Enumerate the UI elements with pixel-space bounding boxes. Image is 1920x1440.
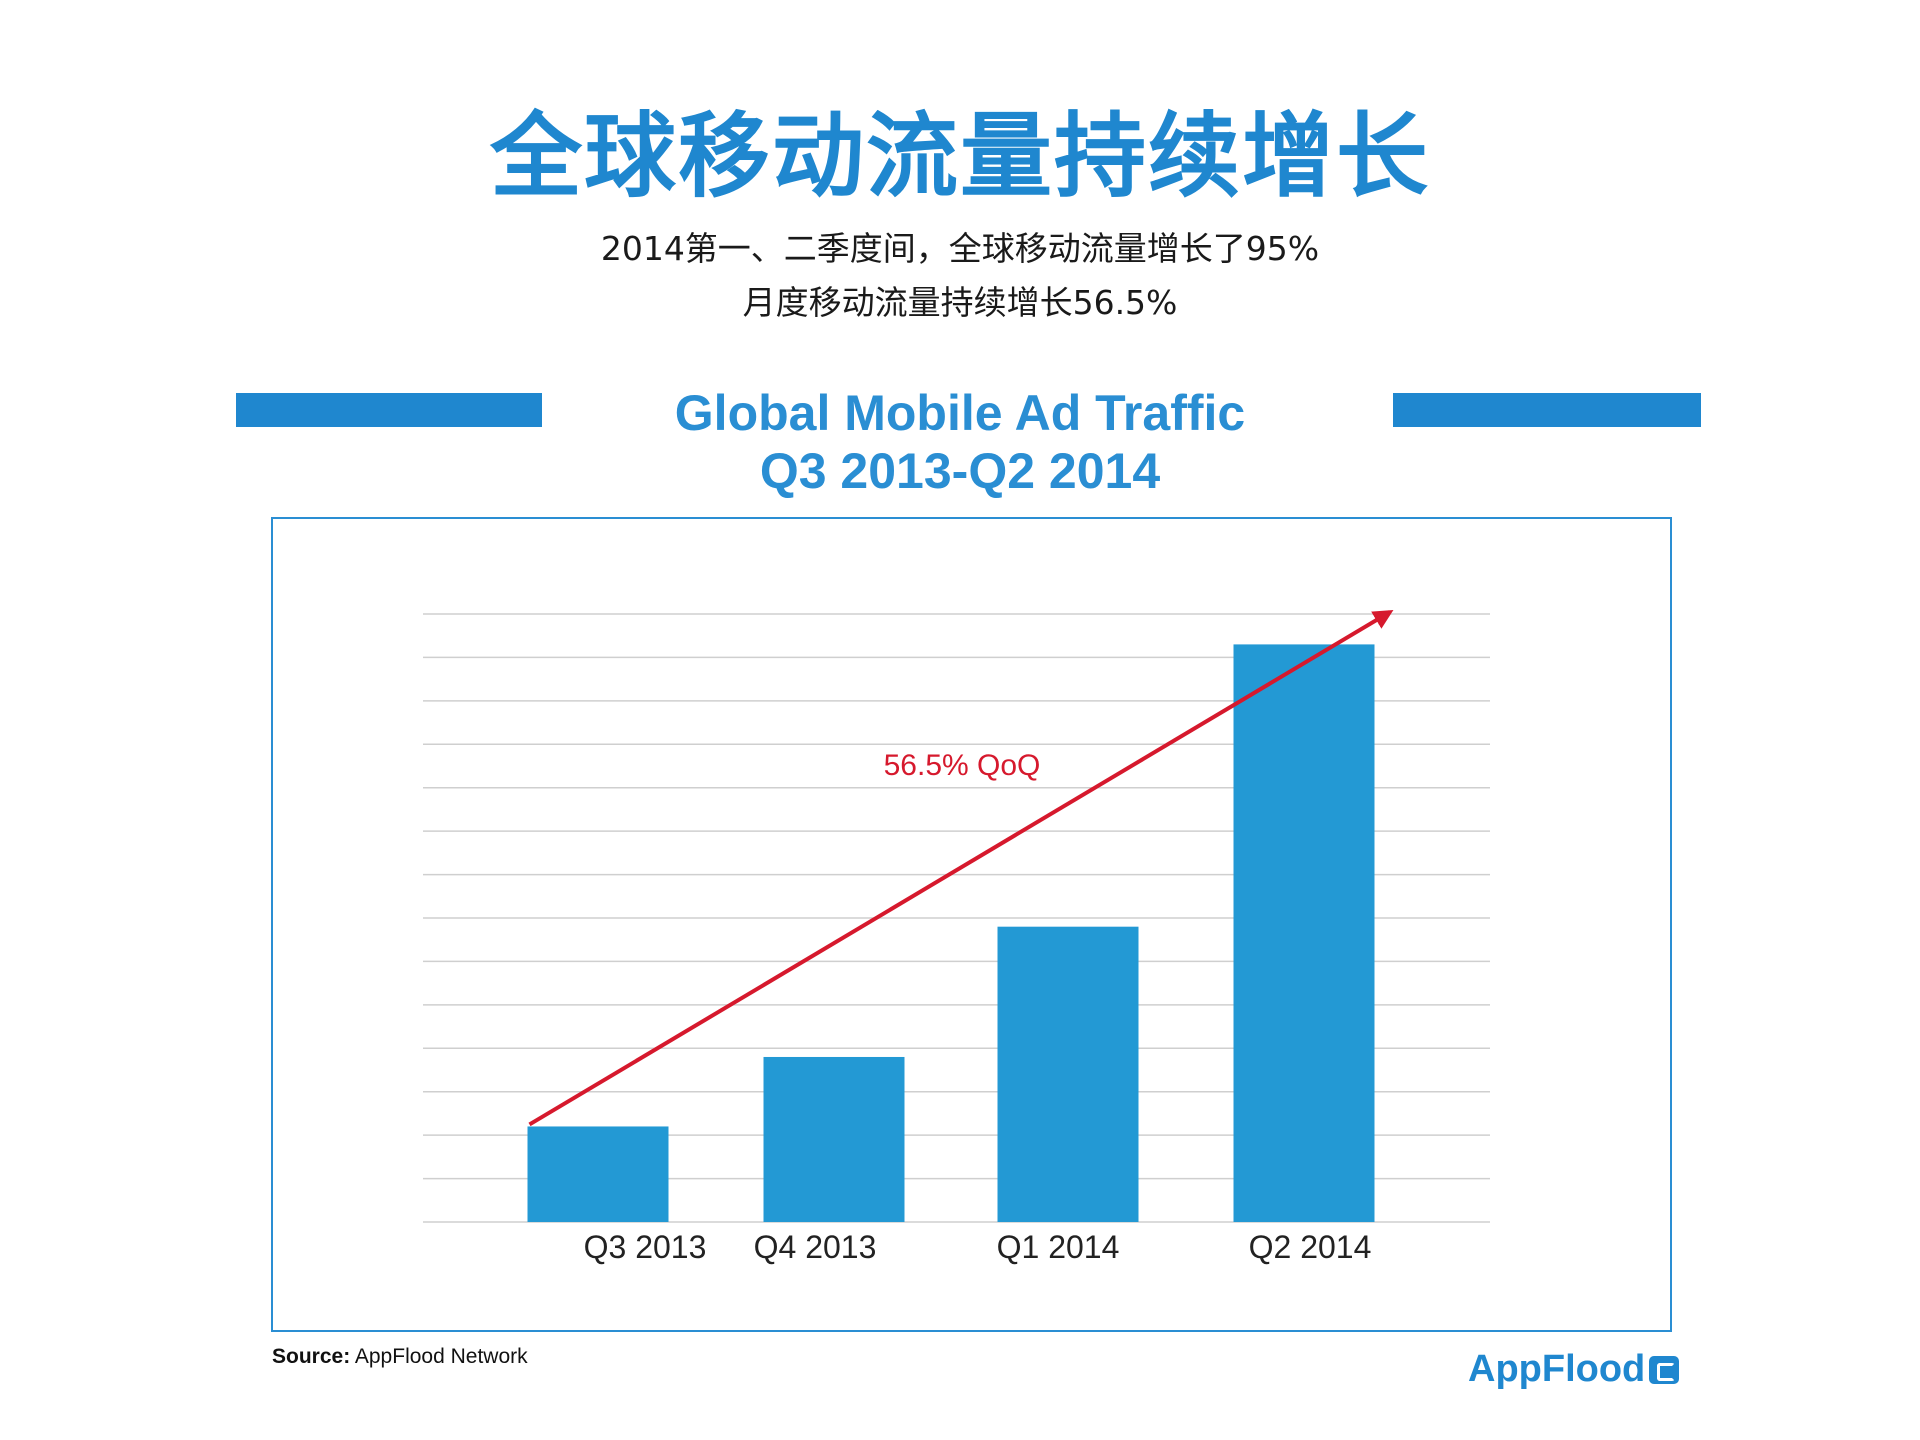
- source-text: AppFlood Network: [354, 1345, 528, 1368]
- source-note: Source: AppFlood Network: [272, 1345, 528, 1369]
- trend-arrow: [528, 609, 1394, 1127]
- x-tick-label: Q3 2013: [584, 1229, 707, 1265]
- subtitle-line-1: 2014第一、二季度间，全球移动流量增长了95%: [600, 229, 1320, 268]
- x-tick-label: Q1 2014: [997, 1229, 1120, 1265]
- bar-q4-2013: [763, 1056, 905, 1222]
- bar-q1-2014: [997, 926, 1139, 1222]
- subtitle-line-2: 月度移动流量持续增长56.5%: [742, 283, 1178, 322]
- source-label: Source:: [272, 1345, 351, 1368]
- logo-text: AppFlood: [1468, 1348, 1646, 1390]
- decorative-bar-left: [236, 393, 542, 427]
- logo-icon: [1649, 1355, 1680, 1384]
- chart-frame: [271, 517, 1672, 1332]
- decorative-bar-right: [1393, 393, 1701, 427]
- chart-title-line-2: Q3 2013-Q2 2014: [759, 443, 1161, 499]
- bar-q2-2014: [1233, 644, 1375, 1222]
- x-tick-label: Q4 2013: [754, 1229, 877, 1265]
- x-tick-label: Q2 2014: [1249, 1229, 1372, 1265]
- x-tick-labels: Q3 2013 Q4 2013 Q1 2014 Q2 2014: [584, 1229, 1372, 1265]
- chart-title-line-1: Global Mobile Ad Traffic: [674, 385, 1246, 441]
- bar-q3-2013: [527, 1126, 669, 1222]
- annotation-label: 56.5% QoQ: [884, 749, 1041, 782]
- page-title: 全球移动流量持续增长: [489, 103, 1430, 210]
- bars: [527, 644, 1375, 1222]
- appflood-logo: AppFlood: [1468, 1348, 1680, 1391]
